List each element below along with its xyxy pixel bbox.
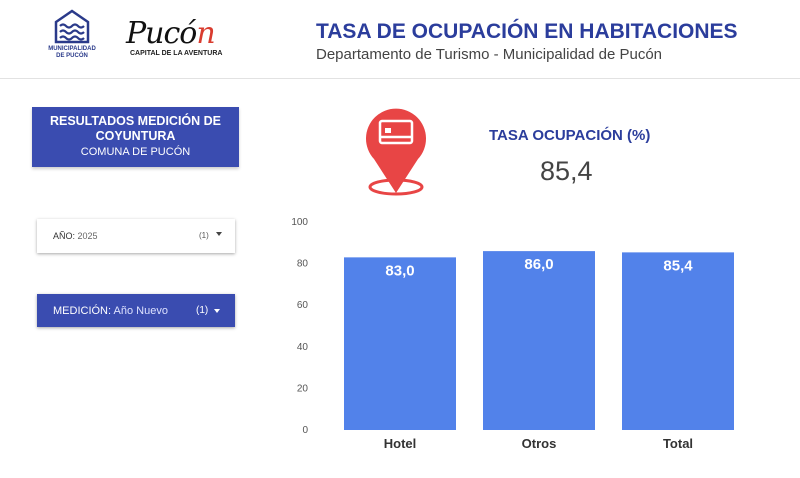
bar-data-label: 86,0	[524, 256, 553, 273]
municipalidad-emblem-icon	[54, 9, 90, 44]
y-tick-label: 60	[297, 300, 309, 311]
municipalidad-logo-line2: DE PUCÓN	[56, 53, 88, 59]
pucon-logo: Pucón CAPITAL DE LA AVENTURA	[122, 12, 232, 62]
year-filter-text: AÑO: 2025	[53, 231, 98, 241]
dashboard-header: MUNICIPALIDAD DE PUCÓN Pucón CAPITAL DE …	[0, 0, 800, 79]
bar-data-label: 83,0	[385, 262, 414, 279]
measurement-filter-dropdown[interactable]: MEDICIÓN: Año Nuevo (1)	[37, 294, 235, 327]
kpi-value: 85,4	[540, 156, 593, 186]
y-tick-label: 0	[302, 425, 308, 436]
y-tick-label: 100	[291, 217, 308, 228]
y-tick-label: 40	[297, 342, 309, 353]
kpi-label: TASA OCUPACIÓN (%)	[489, 127, 651, 144]
results-panel-line3: COMUNA DE PUCÓN	[80, 146, 191, 158]
pucon-logo-tagline: CAPITAL DE LA AVENTURA	[130, 50, 223, 57]
measurement-filter-label: MEDICIÓN	[53, 305, 108, 317]
bar-total[interactable]	[622, 252, 734, 430]
x-category-label: Total	[663, 436, 693, 451]
chevron-down-icon	[214, 309, 220, 313]
results-panel: RESULTADOS MEDICIÓN DE COYUNTURA COMUNA …	[32, 107, 239, 167]
x-category-label: Otros	[522, 436, 557, 451]
pucon-logo-word: Pucón	[126, 16, 216, 51]
y-tick-label: 80	[297, 259, 309, 270]
x-axis: Hotel Otros Total	[384, 436, 693, 451]
chevron-down-icon	[216, 232, 222, 236]
y-tick-label: 20	[297, 383, 309, 394]
y-axis: 0 20 40 60 80 100	[291, 217, 308, 436]
results-panel-line2: COYUNTURA	[95, 129, 176, 143]
measurement-filter-text: MEDICIÓN: Año Nuevo	[53, 305, 168, 317]
results-panel-line1: RESULTADOS MEDICIÓN DE	[49, 114, 222, 128]
year-filter-dropdown[interactable]: AÑO: 2025 (1)	[37, 219, 235, 253]
bar-hotel[interactable]	[344, 257, 456, 430]
municipalidad-logo: MUNICIPALIDAD DE PUCÓN	[44, 8, 100, 66]
year-filter-label: AÑO	[53, 231, 73, 241]
measurement-filter-value: Año Nuevo	[113, 305, 168, 317]
x-category-label: Hotel	[384, 436, 417, 451]
page-subtitle: Departamento de Turismo - Municipalidad …	[316, 46, 663, 63]
year-filter-count: (1)	[199, 231, 209, 240]
municipalidad-logo-line1: MUNICIPALIDAD	[48, 46, 96, 52]
measurement-filter-count: (1)	[196, 305, 209, 316]
bar-data-label: 85,4	[663, 257, 693, 274]
chart-bars: 83,0 86,0 85,4	[344, 251, 734, 430]
year-filter-value: 2025	[77, 231, 98, 241]
occupancy-bar-chart: 0 20 40 60 80 100 83,0 86,0 85,4 Hotel Otros Tota…	[291, 217, 734, 451]
page-title: TASA DE OCUPACIÓN EN HABITACIONES	[316, 20, 738, 43]
hotel-bed-location-pin-icon	[366, 108, 426, 196]
bar-otros[interactable]	[483, 251, 595, 430]
